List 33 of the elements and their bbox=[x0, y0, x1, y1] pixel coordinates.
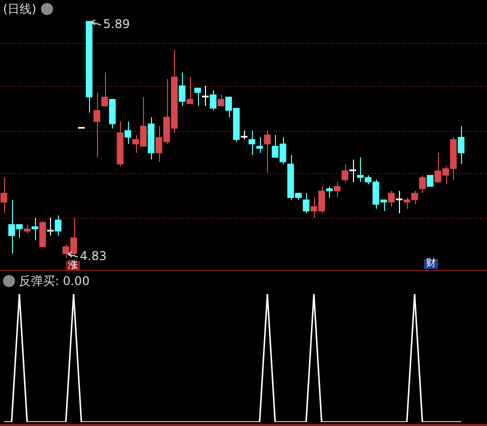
candlestick bbox=[54, 215, 62, 236]
candlestick bbox=[326, 186, 333, 198]
candlestick bbox=[342, 164, 348, 182]
candlestick bbox=[210, 90, 216, 111]
candlestick bbox=[388, 190, 395, 208]
candlestick bbox=[24, 224, 30, 234]
candlestick bbox=[101, 72, 108, 106]
candlestick bbox=[86, 21, 92, 114]
annotation: 4.83 bbox=[80, 249, 107, 264]
candlestick bbox=[334, 181, 340, 198]
candlestick bbox=[419, 174, 426, 194]
candlestick bbox=[94, 92, 100, 158]
candlestick bbox=[302, 192, 310, 214]
chart-title: 反弹买: 0.00 bbox=[19, 273, 90, 290]
candlestick bbox=[116, 121, 124, 167]
candlestick bbox=[124, 121, 132, 144]
candlestick bbox=[148, 116, 154, 160]
candlestick bbox=[186, 76, 194, 104]
text: 涨 bbox=[66, 260, 80, 271]
candlestick bbox=[202, 85, 209, 106]
chart-title: (日线) bbox=[3, 1, 36, 18]
candlestick bbox=[32, 217, 38, 241]
candlestick bbox=[264, 130, 271, 174]
candlestick bbox=[178, 72, 186, 106]
annotation: 5.89 bbox=[103, 17, 130, 32]
candlestick bbox=[0, 177, 8, 214]
candlestick bbox=[109, 98, 116, 129]
candlestick bbox=[218, 94, 224, 106]
candlestick bbox=[458, 126, 464, 165]
candlestick bbox=[248, 130, 256, 156]
candlestick bbox=[256, 136, 263, 154]
candlestick bbox=[194, 88, 201, 106]
annotation: 财 bbox=[424, 258, 438, 269]
